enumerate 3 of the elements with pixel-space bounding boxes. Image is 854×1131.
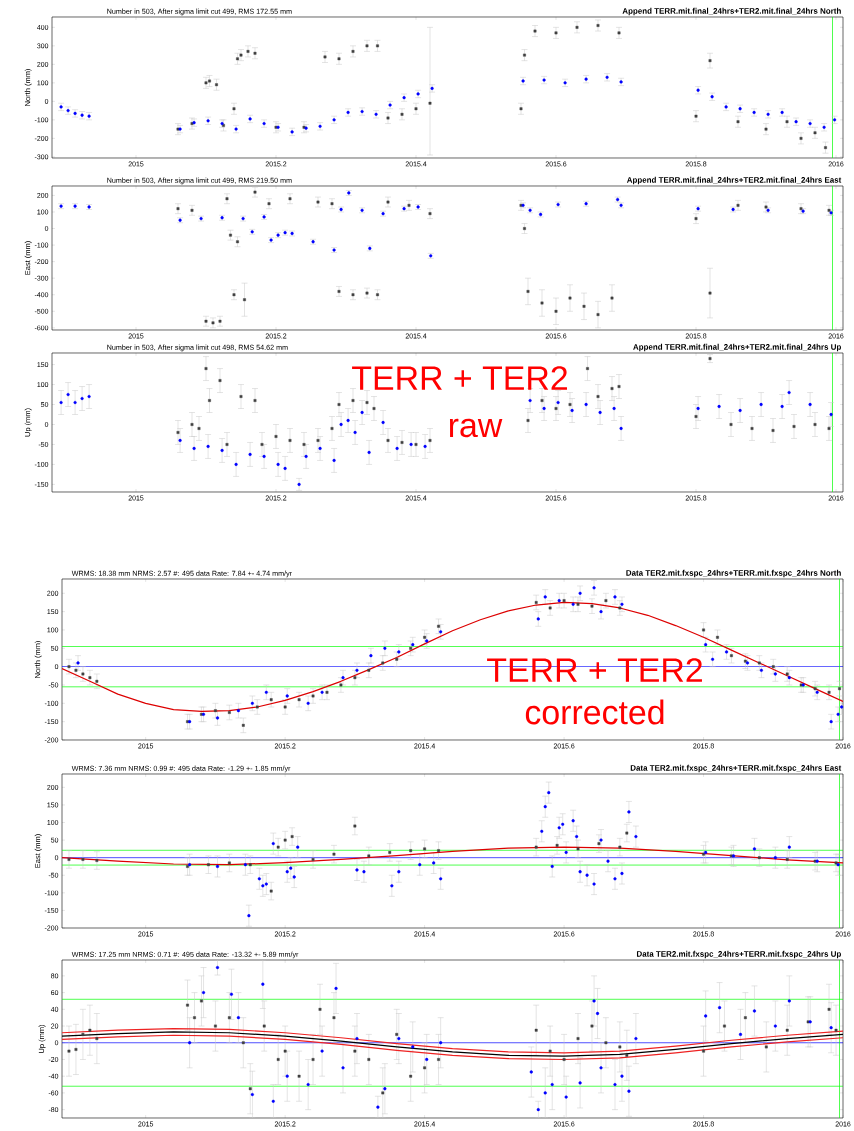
annotation: raw [449,418,503,438]
annotation: corrected [525,699,664,725]
annotation: TERR + TER2 [352,366,567,390]
